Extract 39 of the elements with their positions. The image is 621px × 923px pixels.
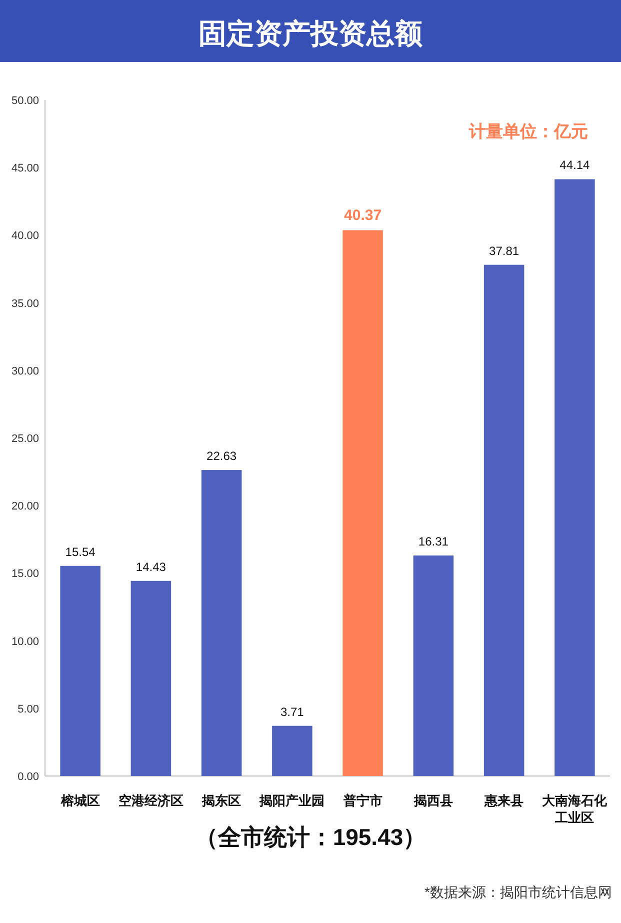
x-tick-label: 榕城区: [60, 793, 100, 808]
x-tick-label: 普宁市: [342, 793, 382, 808]
data-label: 16.31: [418, 534, 449, 548]
bar: [554, 179, 595, 776]
y-tick-label: 25.00: [11, 433, 39, 445]
data-label: 22.63: [206, 449, 237, 464]
x-tick-label: 揭东区: [201, 793, 242, 808]
y-tick-label: 50.00: [11, 95, 39, 107]
chart-title: 固定资产投资总额: [198, 18, 424, 49]
y-tick-label: 30.00: [11, 365, 39, 378]
text: （全市统计：195.43）: [194, 824, 426, 850]
y-tick-label: 10.00: [11, 636, 39, 648]
x-tick-label: 惠来县: [484, 793, 524, 808]
x-tick-label: 空港经济区: [118, 793, 184, 808]
text: *数据来源：揭阳市统计信息网: [424, 884, 612, 900]
data-label: 15.54: [65, 544, 96, 559]
bar: [484, 264, 524, 776]
y-tick-label: 5.00: [18, 703, 39, 716]
x-tick-label: 揭西县: [412, 793, 453, 808]
x-tick-label: 大南海石化工业区: [542, 793, 608, 825]
y-tick-label: 40.00: [11, 230, 39, 242]
data-label: 37.81: [489, 244, 520, 258]
data-label: 40.37: [344, 207, 382, 224]
data-label: 44.14: [560, 158, 590, 172]
data-label: 14.43: [136, 560, 166, 574]
bar: [413, 555, 454, 776]
y-tick-label: 15.00: [11, 568, 39, 580]
bar: [130, 580, 172, 776]
annotation: 计量单位：亿元: [468, 122, 588, 141]
y-tick-label: 20.00: [11, 500, 39, 513]
bar: [272, 726, 312, 776]
bar: [201, 470, 242, 776]
x-tick-label: 揭阳产业园: [258, 793, 325, 808]
y-tick-label: 35.00: [11, 298, 39, 310]
data-label: 3.71: [280, 704, 304, 719]
y-tick-label: 0.00: [18, 771, 39, 783]
bar: [342, 230, 383, 776]
y-tick-label: 45.00: [11, 162, 39, 175]
bar: [60, 566, 100, 776]
